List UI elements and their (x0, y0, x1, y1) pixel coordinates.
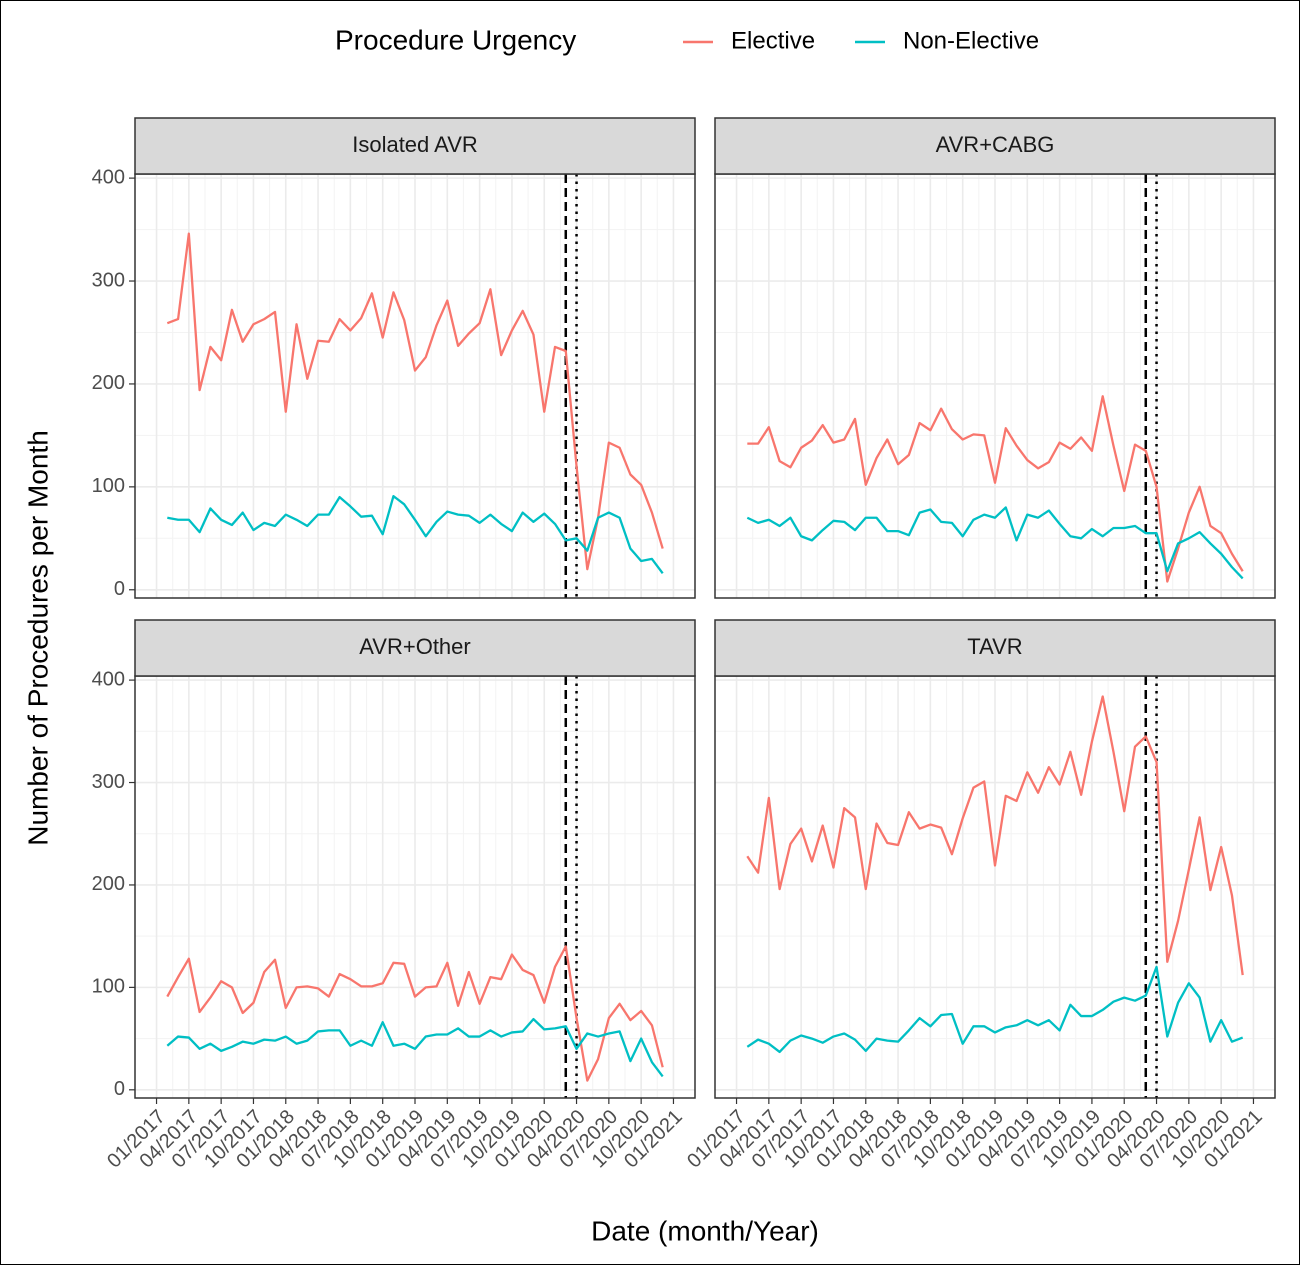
y-tick-label: 300 (92, 771, 125, 793)
series-line (166, 232, 664, 571)
legend-label: Elective (731, 27, 815, 54)
series-line (167, 494, 664, 574)
strip (714, 619, 1276, 677)
series-line (747, 395, 1244, 583)
y-tick-label: 0 (114, 578, 125, 600)
y-tick-label: 400 (92, 166, 125, 188)
x-axis-title: Date (month/Year) (591, 1215, 819, 1246)
strip-label: Isolated AVR (352, 132, 478, 157)
series-line (746, 506, 1244, 580)
series-line (746, 695, 1244, 976)
y-tick-label: 100 (92, 475, 125, 497)
legend-title: Procedure Urgency (335, 24, 576, 55)
series-line (166, 1017, 664, 1078)
series-line (166, 945, 664, 1082)
y-axis-title: Number of Procedures per Month (22, 430, 53, 846)
y-tick-label: 0 (114, 1078, 125, 1100)
y-tick-label: 300 (92, 269, 125, 291)
y-tick-label: 100 (92, 976, 125, 998)
strip (134, 619, 696, 677)
strip-label: AVR+Other (359, 634, 470, 659)
y-tick-label: 200 (92, 873, 125, 895)
strip (134, 117, 696, 175)
series-line (746, 965, 1244, 1054)
legend-label: Non-Elective (903, 27, 1039, 54)
strip-label: TAVR (967, 634, 1022, 659)
y-tick-label: 200 (92, 372, 125, 394)
strip-label: AVR+CABG (936, 132, 1055, 157)
y-tick-label: 400 (92, 668, 125, 690)
strip (714, 117, 1276, 175)
